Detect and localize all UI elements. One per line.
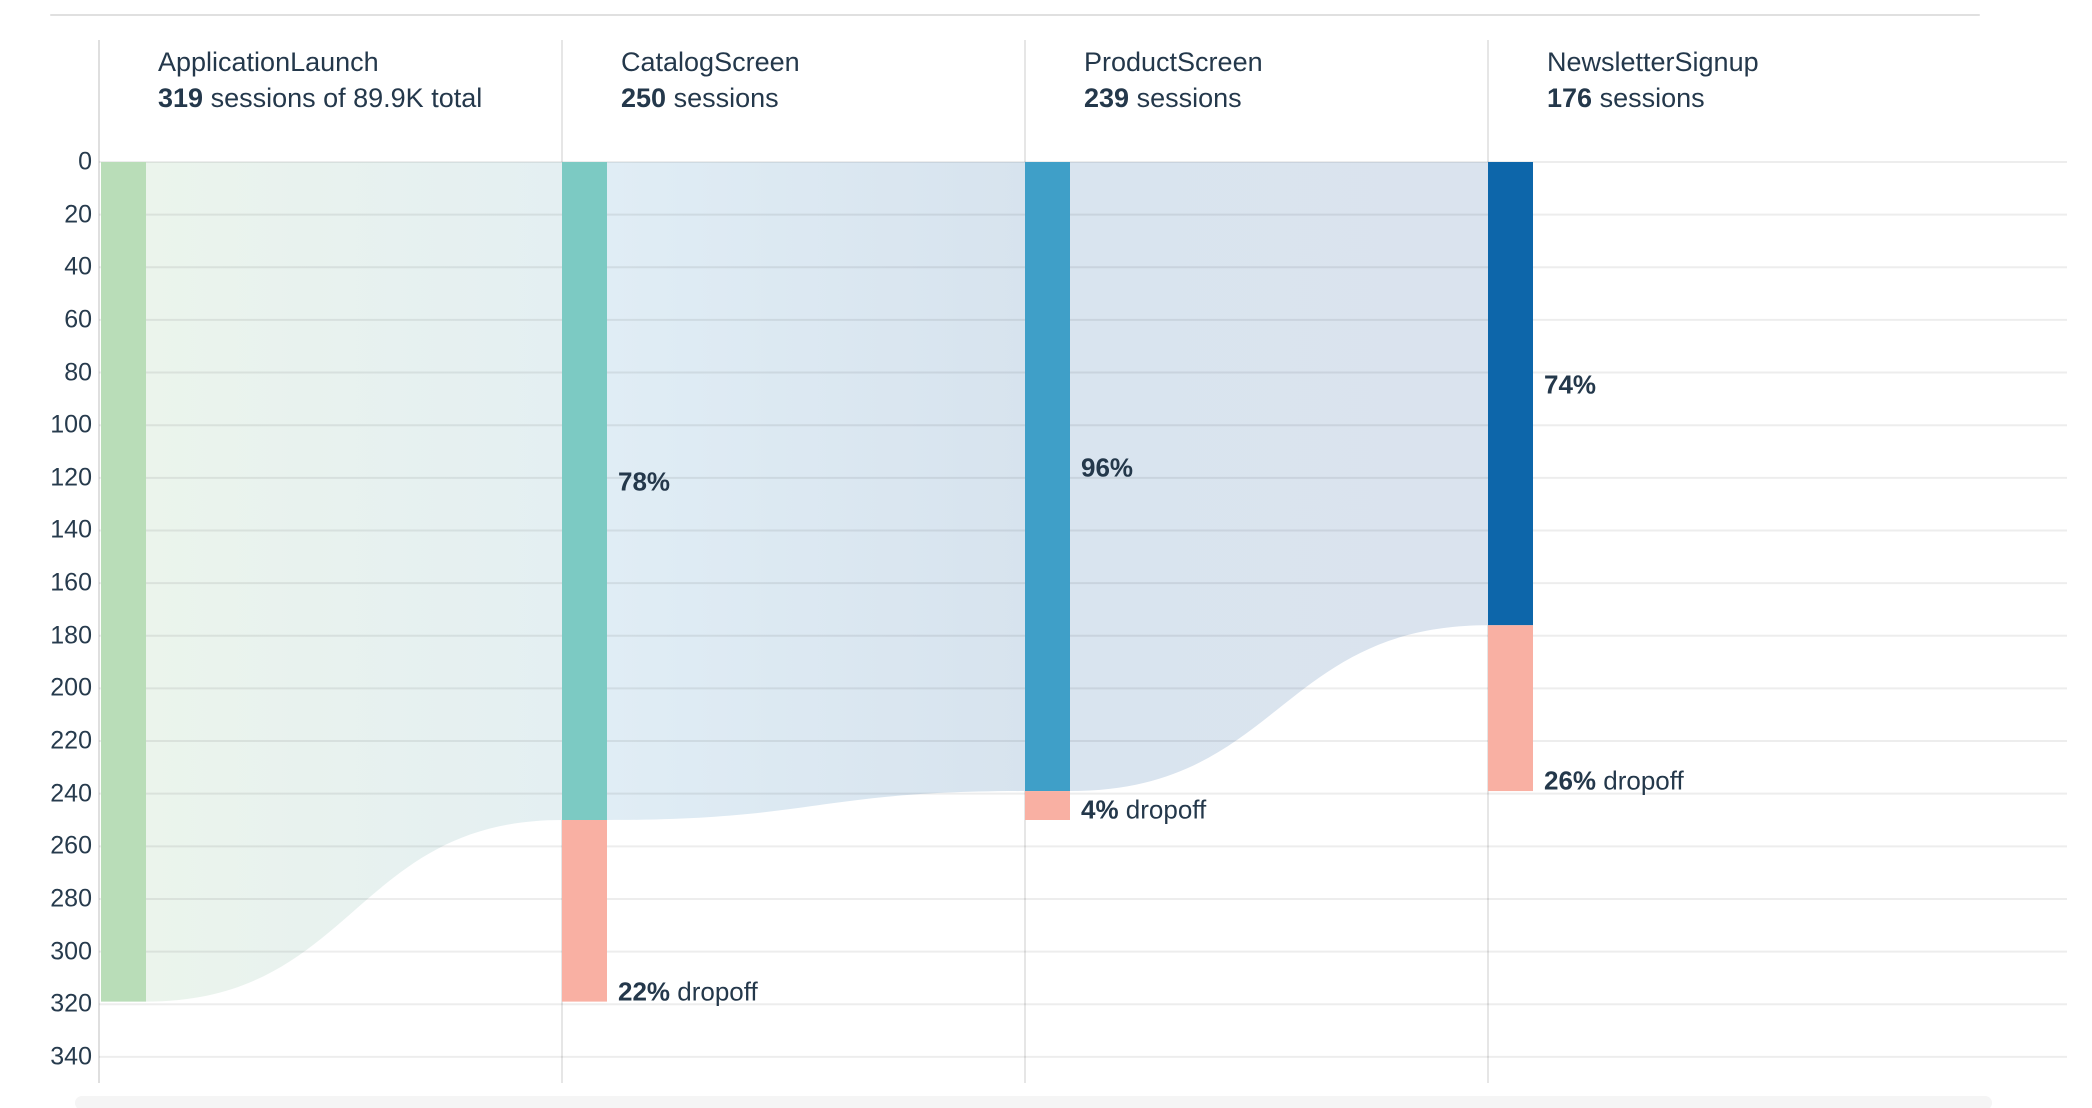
y-tick-label-320: 320 <box>50 989 92 1018</box>
y-tick-label-180: 180 <box>50 621 92 650</box>
step-session-count: 319 sessions of 89.9K total <box>158 83 483 113</box>
step-title: ApplicationLaunch <box>158 47 379 77</box>
y-tick-label-100: 100 <box>50 410 92 439</box>
top-divider <box>50 14 1980 16</box>
y-tick-label-120: 120 <box>50 463 92 492</box>
y-tick-label-40: 40 <box>64 252 92 281</box>
step-header-ProductScreen: ProductScreen 239 sessions <box>1084 44 1263 116</box>
y-tick-label-160: 160 <box>50 568 92 597</box>
step-bar-CatalogScreen[interactable] <box>562 162 607 820</box>
dropoff-bar-CatalogScreen[interactable] <box>562 820 607 1002</box>
step-session-count: 239 sessions <box>1084 83 1242 113</box>
y-tick-label-20: 20 <box>64 200 92 229</box>
flow-CatalogScreen-to-ProductScreen <box>607 162 1025 820</box>
step-header-ApplicationLaunch: ApplicationLaunch 319 sessions of 89.9K t… <box>158 44 482 116</box>
step-title: NewsletterSignup <box>1547 47 1759 77</box>
flow-ProductScreen-to-NewsletterSignup <box>1070 162 1488 792</box>
step-session-count: 176 sessions <box>1547 83 1705 113</box>
step-bar-NewsletterSignup[interactable] <box>1488 162 1533 626</box>
horizontal-scrollbar-track[interactable] <box>75 1096 1992 1108</box>
step-header-NewsletterSignup: NewsletterSignup 176 sessions <box>1547 44 1759 116</box>
y-tick-label-300: 300 <box>50 937 92 966</box>
y-tick-label-200: 200 <box>50 673 92 702</box>
y-tick-label-280: 280 <box>50 884 92 913</box>
step-title: ProductScreen <box>1084 47 1263 77</box>
step-title: CatalogScreen <box>621 47 800 77</box>
dropoff-label-NewsletterSignup: 26% dropoff <box>1544 765 1684 796</box>
y-tick-label-220: 220 <box>50 726 92 755</box>
y-tick-label-340: 340 <box>50 1042 92 1071</box>
dropoff-bar-ProductScreen[interactable] <box>1025 791 1070 820</box>
y-tick-label-240: 240 <box>50 779 92 808</box>
y-tick-label-0: 0 <box>78 147 92 176</box>
conversion-label-NewsletterSignup: 74% <box>1544 369 1597 400</box>
step-bar-ApplicationLaunch[interactable] <box>101 162 146 1002</box>
step-header-CatalogScreen: CatalogScreen 250 sessions <box>621 44 800 116</box>
y-tick-label-80: 80 <box>64 358 92 387</box>
y-tick-label-60: 60 <box>64 305 92 334</box>
dropoff-label-CatalogScreen: 22% dropoff <box>618 976 758 1007</box>
dropoff-bar-NewsletterSignup[interactable] <box>1488 625 1533 792</box>
dropoff-label-ProductScreen: 4% dropoff <box>1081 794 1207 825</box>
flow-ApplicationLaunch-to-CatalogScreen <box>146 162 562 1002</box>
conversion-label-ProductScreen: 96% <box>1081 452 1134 483</box>
y-tick-label-140: 140 <box>50 515 92 544</box>
y-tick-label-260: 260 <box>50 831 92 860</box>
conversion-label-CatalogScreen: 78% <box>618 466 671 497</box>
step-bar-ProductScreen[interactable] <box>1025 162 1070 792</box>
step-session-count: 250 sessions <box>621 83 779 113</box>
